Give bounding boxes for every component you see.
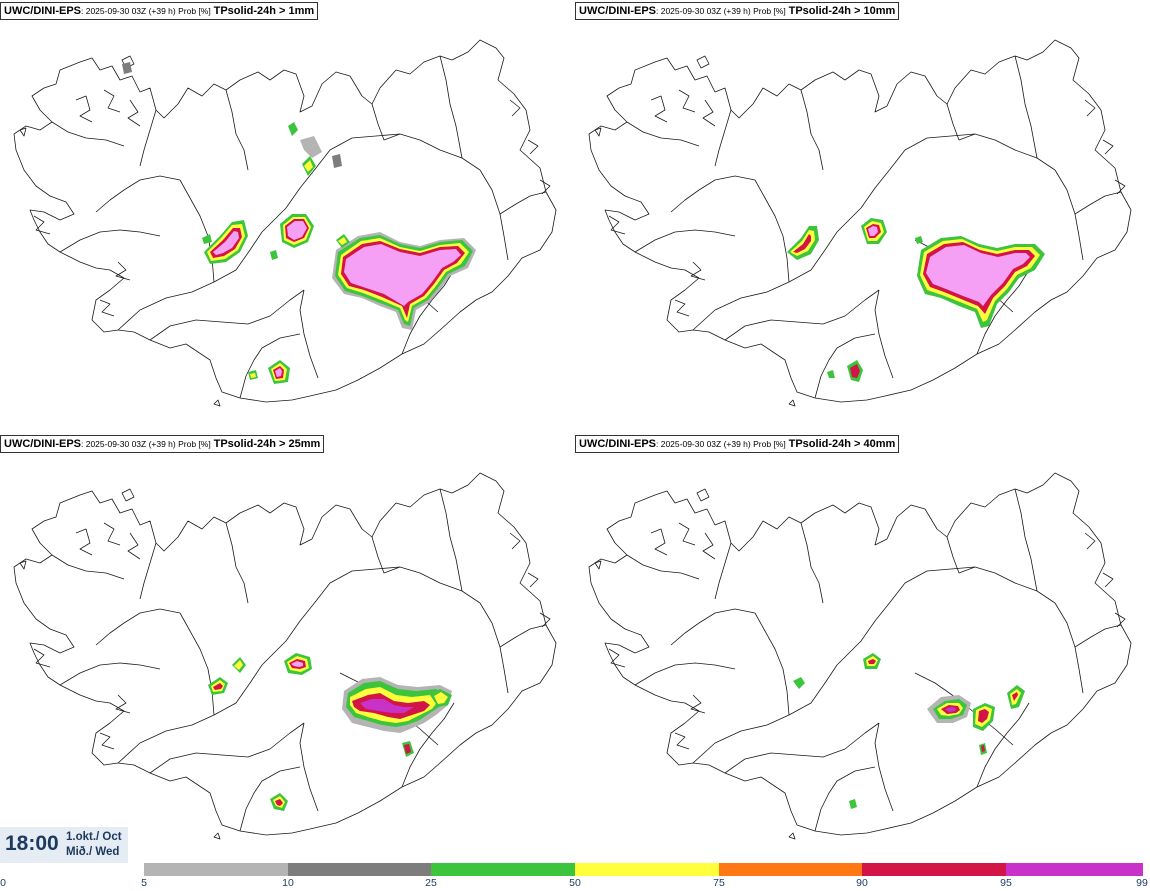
colorbar-segment bbox=[1006, 863, 1143, 876]
iceland-coastline bbox=[588, 472, 1132, 840]
probability-field bbox=[208, 653, 452, 811]
probability-field bbox=[787, 218, 1045, 382]
map-panel-40mm: UWC/DINI-EPS: 2025-09-30 03Z (+39 h) Pro… bbox=[575, 433, 1150, 863]
map-panel-1mm: UWC/DINI-EPS: 2025-09-30 03Z (+39 h) Pro… bbox=[0, 0, 575, 430]
map-canvas bbox=[13, 39, 557, 407]
colorbar-segment bbox=[431, 863, 575, 876]
colorbar-tick-label: 5 bbox=[141, 877, 147, 889]
map-canvas bbox=[588, 39, 1132, 407]
colorbar-tick-label: 99 bbox=[1136, 877, 1148, 889]
iceland-coastline bbox=[588, 39, 1132, 407]
colorbar-segment bbox=[288, 863, 431, 876]
panel-title: UWC/DINI-EPS: 2025-09-30 03Z (+39 h) Pro… bbox=[575, 435, 900, 453]
model-name: UWC/DINI-EPS bbox=[4, 5, 81, 17]
colorbar-segment bbox=[575, 863, 719, 876]
panel-title: UWC/DINI-EPS: 2025-09-30 03Z (+39 h) Pro… bbox=[0, 435, 325, 453]
colorbar-tick-label: 90 bbox=[856, 877, 868, 889]
colorbar-segment bbox=[719, 863, 862, 876]
run-info: : 2025-09-30 03Z (+39 h) Prob [%] bbox=[656, 439, 786, 449]
colorbar-segment bbox=[862, 863, 1006, 876]
model-name: UWC/DINI-EPS bbox=[579, 5, 656, 17]
parameter-name: TPsolid-24h > 1mm bbox=[213, 5, 315, 17]
iceland-coastline bbox=[13, 472, 557, 840]
run-info: : 2025-09-30 03Z (+39 h) Prob [%] bbox=[81, 6, 211, 16]
parameter-name: TPsolid-24h > 25mm bbox=[213, 438, 321, 450]
valid-date-line2: Mið./ Wed bbox=[66, 846, 120, 858]
map-panel-25mm: UWC/DINI-EPS: 2025-09-30 03Z (+39 h) Pro… bbox=[0, 433, 575, 863]
colorbar-tick-label: 10 bbox=[282, 877, 294, 889]
panel-title: UWC/DINI-EPS: 2025-09-30 03Z (+39 h) Pro… bbox=[0, 2, 319, 20]
colorbar-segment bbox=[144, 863, 288, 876]
run-info: : 2025-09-30 03Z (+39 h) Prob [%] bbox=[81, 439, 211, 449]
colorbar-tick-label: 75 bbox=[713, 877, 725, 889]
valid-time: 18:00 bbox=[5, 832, 59, 855]
colorbar-tick-label: 95 bbox=[1000, 877, 1012, 889]
parameter-name: TPsolid-24h > 40mm bbox=[788, 438, 896, 450]
probability-colorbar bbox=[144, 863, 1150, 876]
colorbar-tick-label: 0 bbox=[0, 877, 6, 889]
probability-field bbox=[793, 653, 1025, 809]
model-name: UWC/DINI-EPS bbox=[4, 438, 81, 450]
colorbar-tick-label: 50 bbox=[569, 877, 581, 889]
valid-date-line1: 1.okt./ Oct bbox=[66, 831, 122, 843]
probability-field bbox=[122, 62, 476, 384]
panel-title: UWC/DINI-EPS: 2025-09-30 03Z (+39 h) Pro… bbox=[575, 2, 900, 20]
parameter-name: TPsolid-24h > 10mm bbox=[788, 5, 896, 17]
map-panel-10mm: UWC/DINI-EPS: 2025-09-30 03Z (+39 h) Pro… bbox=[575, 0, 1150, 430]
valid-time-box: 18:00 1.okt./ Oct Mið./ Wed bbox=[0, 827, 128, 863]
map-canvas bbox=[13, 472, 557, 840]
run-info: : 2025-09-30 03Z (+39 h) Prob [%] bbox=[656, 6, 786, 16]
model-name: UWC/DINI-EPS bbox=[579, 438, 656, 450]
colorbar-tick-label: 25 bbox=[425, 877, 437, 889]
map-canvas bbox=[588, 472, 1132, 840]
